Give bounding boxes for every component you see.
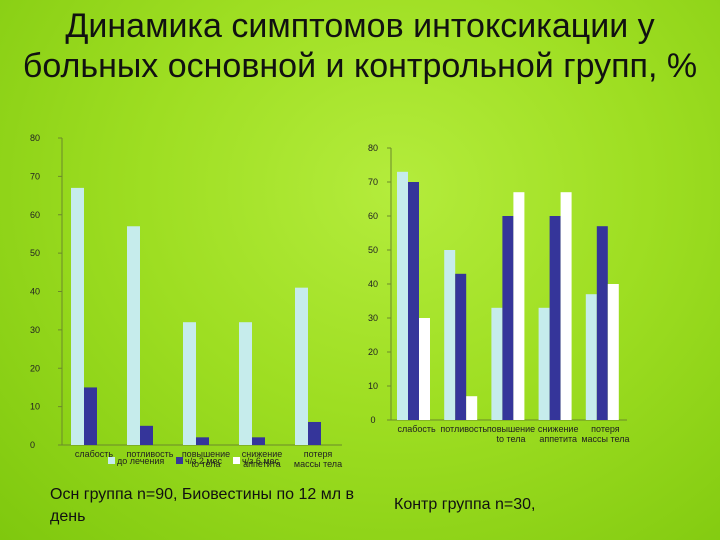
category-label: потеря [304,449,333,459]
bar-2-5 [308,421,321,445]
bar-3-1 [419,318,430,420]
bar-3-3 [513,192,525,420]
category-label: аппетита [539,434,577,444]
bar-2-4 [549,216,561,420]
y-tick-label: 0 [370,415,375,425]
category-label: снижение [242,449,283,459]
bar-1-4 [239,322,252,445]
y-tick-label: 30 [30,325,40,335]
bar-1-3 [491,307,503,420]
bar-2-5 [596,226,608,420]
y-tick-label: 30 [368,313,378,323]
left-bar-chart: 0 10 20 30 40 50 60 70 80 слабость потливость повыш… [30,133,342,469]
y-tick-label: 20 [368,347,378,357]
main-group-caption: Осн группа n=90, Биовестины по 12 мл в д… [50,486,355,525]
bar-1-4 [538,307,550,420]
y-tick-label: 10 [30,402,40,412]
category-label: массы тела [581,434,629,444]
legend-label-2: ч/з 2 мес [185,456,223,466]
bar-2-3 [502,216,514,420]
y-tick-label: 0 [30,440,35,450]
bar-3-4 [560,192,572,420]
right-bar-chart: 0 10 20 30 40 50 60 70 80 слабость потливость повыш… [368,143,629,444]
legend-swatch-2 [176,457,183,464]
legend-swatch-3 [233,457,240,464]
control-group-caption: Контр группа n=30, [394,496,536,513]
legend-label-3: ч/з 6 мес [242,456,280,466]
legend-label-1: до лечения [117,456,164,466]
bar-1-2 [127,226,140,445]
category-label: аппетита [243,459,281,469]
bar-1-2 [444,250,456,420]
category-label: to тела [192,459,221,469]
y-tick-label: 40 [368,279,378,289]
bar-2-1 [84,387,97,445]
y-tick-label: 60 [30,210,40,220]
category-label: повышение [487,424,535,434]
y-tick-label: 80 [30,133,40,143]
y-tick-label: 60 [368,211,378,221]
bar-1-5 [585,294,597,420]
category-label: to тела [497,434,526,444]
bar-2-1 [408,182,419,420]
bar-1-1 [397,171,408,420]
category-label: слабость [75,449,114,459]
y-tick-label: 80 [368,143,378,153]
bar-2-2 [140,425,153,445]
bar-3-2 [466,396,478,420]
y-tick-label: 70 [30,171,40,181]
y-tick-label: 10 [368,381,378,391]
category-label: потливость [127,449,174,459]
y-tick-label: 50 [30,248,40,258]
bar-1-5 [295,287,308,445]
bar-2-4 [252,437,265,445]
category-label: снижение [538,424,579,434]
category-label: повышение [182,449,230,459]
bar-2-3 [196,437,209,445]
y-tick-label: 40 [30,287,40,297]
y-tick-label: 50 [368,245,378,255]
bar-1-1 [71,187,84,445]
category-label: массы тела [294,459,342,469]
bar-3-5 [607,284,619,420]
bar-1-3 [183,322,196,445]
legend-swatch-1 [108,457,115,464]
bar-2-2 [455,273,467,420]
category-label: слабость [397,424,436,434]
category-label: потливость [440,424,487,434]
slide-title: Динамика симптомов интоксикации у больны… [22,7,698,85]
category-label: потеря [591,424,620,434]
y-tick-label: 70 [368,177,378,187]
y-tick-label: 20 [30,363,40,373]
